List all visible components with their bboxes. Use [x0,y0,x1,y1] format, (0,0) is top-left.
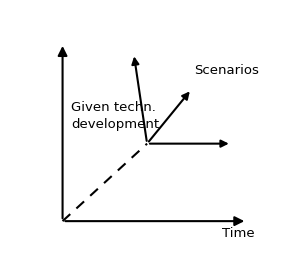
Text: Given techn.
development: Given techn. development [71,101,160,131]
Text: Scenarios: Scenarios [194,64,259,77]
Text: Time: Time [222,227,255,240]
